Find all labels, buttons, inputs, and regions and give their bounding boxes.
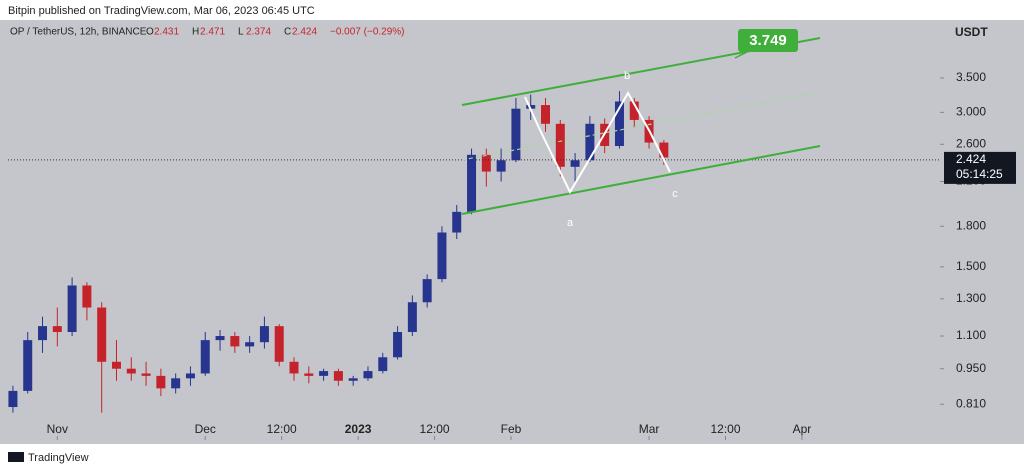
channel-lower xyxy=(461,145,821,215)
price-label-box xyxy=(944,151,1016,184)
y-tick-label: 2.600 xyxy=(956,136,986,150)
header: Bitpin published on TradingView.com, Mar… xyxy=(8,5,315,17)
y-tick-label: 0.810 xyxy=(956,396,986,410)
candle-body xyxy=(363,371,373,379)
candle-body xyxy=(126,368,136,374)
candle-body xyxy=(38,326,48,341)
x-tick-label: 2023 xyxy=(345,422,372,436)
candle-body xyxy=(230,336,240,347)
candle-body xyxy=(555,123,565,167)
candle-body xyxy=(526,105,536,109)
wave-pattern xyxy=(524,90,671,195)
wave-label: b xyxy=(624,70,630,82)
plot xyxy=(8,77,944,440)
drawings xyxy=(461,29,821,215)
legend-key: L xyxy=(238,27,244,38)
target-label: 3.749 xyxy=(749,32,787,49)
legend-value: 2.431 xyxy=(154,27,179,38)
legend-key: C xyxy=(284,27,291,38)
candle-body xyxy=(141,373,151,376)
candle-body xyxy=(215,336,225,341)
candle-body xyxy=(467,154,477,212)
channel-mid xyxy=(461,91,821,161)
candle-body xyxy=(570,160,580,167)
candle-body xyxy=(200,340,210,374)
price-label: 2.424 xyxy=(956,152,986,166)
candle-body xyxy=(333,371,343,381)
x-tick-label: Dec xyxy=(195,422,216,436)
symbol: OP / TetherUS, 12h, BINANCE xyxy=(10,27,147,38)
candle-body xyxy=(304,373,314,376)
candle-body xyxy=(82,285,92,308)
candle-body xyxy=(496,160,506,172)
legend-value: 2.424 xyxy=(292,27,317,38)
candle-body xyxy=(511,108,521,161)
candle-body xyxy=(319,371,329,376)
candle-body xyxy=(289,361,299,374)
candle-body xyxy=(156,375,166,389)
candle-body xyxy=(614,101,624,146)
footer-logo xyxy=(8,452,24,462)
candle-body xyxy=(259,326,269,343)
candle-body xyxy=(97,307,107,362)
x-tick-label: 12:00 xyxy=(420,422,450,436)
x-tick-label: Apr xyxy=(793,422,812,436)
x-tick-label: 12:00 xyxy=(267,422,297,436)
legend: OP / TetherUS, 12h, BINANCE O 2.431 H 2.471… xyxy=(10,27,405,38)
price-axis-panel xyxy=(940,20,1024,444)
wave-label: c xyxy=(672,188,678,200)
candle-body xyxy=(348,378,358,381)
candle-body xyxy=(541,105,551,124)
candle-body xyxy=(437,232,447,280)
legend-value: 2.471 xyxy=(200,27,225,38)
x-tick-label: Nov xyxy=(47,422,68,436)
footer-bar xyxy=(0,444,1024,470)
candle-body xyxy=(185,373,195,379)
wave-label: a xyxy=(567,217,574,229)
candle-body xyxy=(245,342,255,347)
y-tick-label: 1.300 xyxy=(956,291,986,305)
x-tick-label: Mar xyxy=(639,422,660,436)
candle-body xyxy=(659,142,669,158)
y-tick-label: 3.500 xyxy=(956,70,986,84)
candle-body xyxy=(23,340,33,391)
candle-body xyxy=(274,326,284,362)
candle-body xyxy=(452,211,462,233)
candle-body xyxy=(629,101,639,120)
candle-body xyxy=(422,279,432,303)
candle-body xyxy=(52,326,62,333)
candle-body xyxy=(407,302,417,333)
y-tick-label: 0.950 xyxy=(956,361,986,375)
candle-body xyxy=(585,123,595,161)
y-tick-label: 1.500 xyxy=(956,259,986,273)
target-box xyxy=(738,29,798,52)
legend-value: 2.374 xyxy=(246,27,271,38)
legend-key: O xyxy=(146,27,154,38)
y-tick-label: 1.800 xyxy=(956,218,986,232)
candle-body xyxy=(111,361,121,369)
countdown: 05:14:25 xyxy=(956,167,1003,181)
candle-body xyxy=(8,390,18,408)
y-tick-label: 3.000 xyxy=(956,105,986,119)
chart-background xyxy=(0,20,1024,444)
legend-key: H xyxy=(192,27,199,38)
candle-body xyxy=(378,357,388,372)
legend-change: −0.007 (−0.29%) xyxy=(330,27,405,38)
candle-body xyxy=(481,154,491,172)
x-tick-label: Feb xyxy=(501,422,522,436)
footer: TradingView xyxy=(28,452,89,464)
candle-body xyxy=(67,285,77,333)
y-axis-label: USDT xyxy=(955,25,988,39)
y-tick-label: 1.100 xyxy=(956,328,986,342)
candle-body xyxy=(171,378,181,389)
x-tick-label: 12:00 xyxy=(710,422,740,436)
candle-body xyxy=(393,332,403,358)
